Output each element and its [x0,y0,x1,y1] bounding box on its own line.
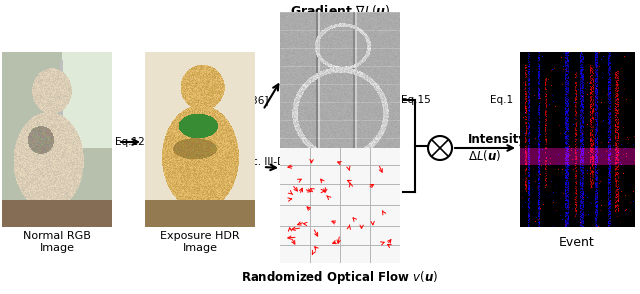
Text: Normal RGB
Image: Normal RGB Image [23,231,91,253]
Text: Eq.1: Eq.1 [490,95,513,105]
Text: Eq.15: Eq.15 [401,95,431,105]
Text: Eq.12: Eq.12 [115,137,145,147]
Text: Sec. III-D: Sec. III-D [239,157,285,167]
Text: [36]: [36] [247,95,269,105]
Text: Event: Event [559,235,595,248]
Text: Randomized Optical Flow $v(\boldsymbol{u})$: Randomized Optical Flow $v(\boldsymbol{u… [241,270,438,286]
Text: Exposure HDR
Image: Exposure HDR Image [160,231,240,253]
Text: Intensity
$\Delta L(\boldsymbol{u})$: Intensity $\Delta L(\boldsymbol{u})$ [468,133,527,163]
Text: Gradient $\nabla L(\boldsymbol{u})$: Gradient $\nabla L(\boldsymbol{u})$ [290,3,390,18]
